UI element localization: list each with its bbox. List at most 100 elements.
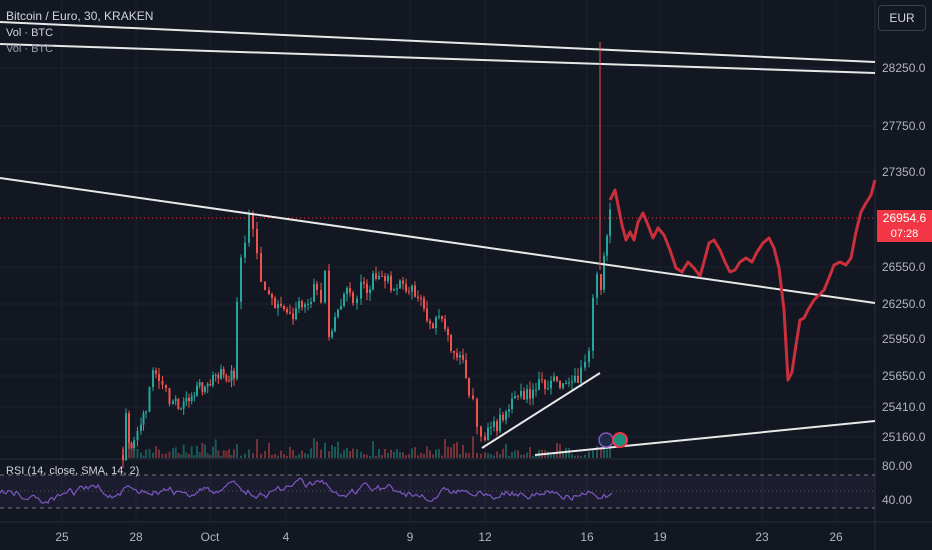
volume-bar (161, 453, 164, 458)
candle-body (514, 396, 516, 399)
candle-body (532, 389, 534, 399)
volume-bar (490, 454, 492, 458)
candle-body (444, 318, 446, 329)
volume-bar (426, 446, 428, 458)
candle-body (198, 382, 201, 386)
volume-bar (603, 446, 605, 458)
candle-body (122, 455, 124, 461)
volume-bar (429, 450, 431, 458)
candle-body (462, 355, 464, 360)
candle-body (447, 328, 449, 335)
candle-body (204, 386, 206, 392)
volume-bar (405, 455, 407, 458)
volume-bar (514, 450, 516, 458)
candle-body (212, 375, 214, 386)
candle-body (465, 359, 467, 379)
candle-body (408, 291, 410, 293)
volume-bar (574, 455, 576, 458)
symbol-legend[interactable]: Bitcoin / Euro, 30, KRAKEN (6, 9, 154, 23)
currency-button[interactable]: EUR (878, 5, 926, 31)
volume-bar (168, 451, 171, 458)
candle-body (268, 290, 270, 294)
volume-bar (271, 454, 273, 458)
candle-body (366, 283, 368, 294)
candle-body (177, 398, 180, 409)
volume-bar (484, 452, 486, 458)
volume-bar (496, 451, 498, 458)
volume-legend[interactable]: Vol · BTC (6, 27, 54, 39)
candle-body (320, 289, 322, 303)
time-tick: 4 (283, 530, 290, 544)
volume-bar (393, 451, 395, 458)
candle-body (349, 288, 351, 293)
candle-body (230, 370, 233, 381)
projection-path[interactable] (608, 179, 877, 382)
candle-body (393, 289, 395, 291)
candle-body (209, 384, 212, 386)
time-tick: 25 (55, 530, 69, 544)
volume-bar (331, 445, 333, 458)
candle-body (206, 384, 209, 387)
candle-body (289, 312, 291, 314)
candle-body (352, 292, 354, 304)
volume-bar (222, 450, 225, 458)
event-icons[interactable] (598, 432, 628, 448)
candle-body (142, 413, 145, 425)
volume-bar (532, 455, 534, 458)
trend-lines[interactable] (0, 21, 876, 456)
volume-bar (180, 454, 182, 458)
candle-body (369, 289, 371, 294)
candle-body (233, 370, 235, 379)
time-tick: 12 (478, 530, 492, 544)
candle-body (301, 301, 303, 308)
volume-bar (408, 454, 410, 458)
volume-bar (206, 453, 209, 458)
volume-bar (423, 453, 425, 458)
volume-bar (369, 455, 371, 458)
volume-bar (316, 441, 318, 458)
candle-body (331, 331, 333, 337)
candle-body (414, 285, 416, 297)
candle-body (399, 280, 401, 289)
candle-body (435, 317, 437, 329)
candle-body (252, 214, 254, 229)
volume-bar (523, 454, 525, 458)
candle-body (378, 275, 380, 279)
candle-body (405, 283, 407, 292)
dividend-icon[interactable] (612, 432, 628, 448)
volume-bar (588, 451, 590, 458)
volume-bar (349, 450, 351, 458)
volume-bar (140, 452, 142, 458)
volume-bar (158, 449, 160, 458)
volume-bar (580, 455, 582, 458)
candle-body (580, 367, 582, 383)
candle-body (544, 380, 546, 389)
candle-body (280, 303, 282, 306)
price-axis[interactable]: 28250.0 27750.0 27350.0 26550.0 26250.0 … (882, 61, 926, 507)
rsi-legend[interactable]: RSI (14, close, SMA, 14, 2) (6, 465, 140, 477)
candle-body (553, 376, 555, 381)
candle-body (225, 375, 228, 381)
volume-bar (480, 453, 482, 458)
volume-bar (453, 443, 455, 458)
candle-body (168, 388, 171, 404)
candle-body (390, 275, 392, 291)
event-icon[interactable] (598, 432, 614, 448)
price-tick: 25950.0 (882, 332, 926, 346)
volume-legend-secondary[interactable]: Vol · BTC (6, 43, 54, 55)
candle-body (324, 270, 326, 303)
volume-bar (508, 455, 510, 458)
volume-bar (185, 452, 188, 458)
candle-body (295, 308, 297, 320)
candle-body (547, 388, 549, 390)
candle-body (240, 257, 242, 302)
volume-bar (476, 452, 478, 458)
volume-bar (252, 453, 254, 458)
candle-body (526, 389, 528, 400)
candle-body (496, 421, 498, 432)
candle-body (140, 424, 142, 432)
volume-bar (553, 453, 555, 458)
time-axis[interactable]: 25 28 Oct 4 9 12 16 19 23 26 (55, 530, 843, 544)
candle-body (577, 375, 579, 383)
